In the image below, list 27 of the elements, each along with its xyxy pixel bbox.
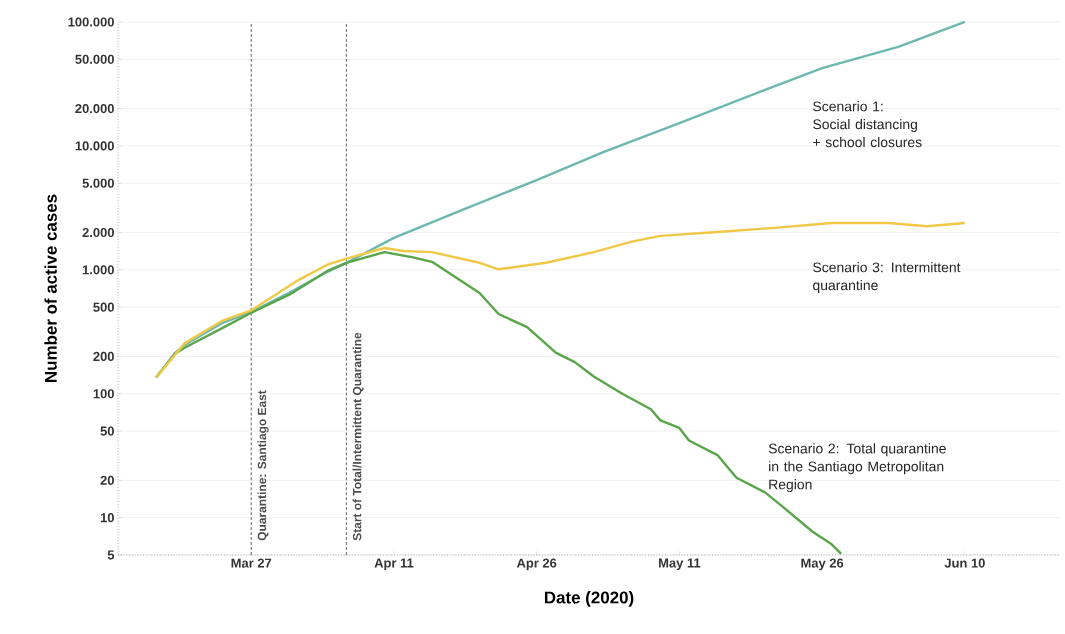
- x-tick-label: Jun 10: [944, 558, 985, 568]
- x-tick-label: May 11: [659, 558, 701, 571]
- y-tick-label: 5.000: [82, 178, 114, 188]
- y-tick-label: 200: [93, 351, 114, 362]
- x-tick-label: Apr 26: [516, 558, 557, 571]
- y-tick-label: 500: [93, 302, 114, 312]
- y-tick-label: 50.000: [75, 54, 114, 64]
- y-tick-label: 100: [93, 389, 114, 399]
- ref-line-label: Quarantine: Santiago East: [257, 390, 269, 541]
- x-axis-title: Date (2020): [544, 591, 634, 607]
- y-tick-label: 50: [100, 426, 114, 436]
- y-tick-label: 20.000: [75, 104, 114, 114]
- text: Scenario 3: Intermittent quarantine: [813, 262, 961, 293]
- y-axis-title: Number of active cases: [44, 194, 57, 382]
- y-tick-label: 20: [100, 475, 114, 485]
- series-label: Scenario 1: Social distancing + school closures: [813, 101, 922, 148]
- y-tick-label: 100.000: [68, 17, 114, 27]
- y-tick-label: 5: [107, 550, 115, 560]
- y-tick-label: 10: [100, 513, 114, 523]
- x-tick-label: May 26: [801, 558, 844, 571]
- x-tick-label: Apr 11: [374, 558, 414, 571]
- y-tick-label: 10.000: [75, 141, 114, 151]
- y-tick-label: 2.000: [82, 227, 114, 238]
- ref-line-label: Start of Total/Intermittent Quarantine: [352, 332, 364, 541]
- series-label: Scenario 2: Total quarantine in the Santiago Metropolitan Region: [768, 443, 946, 493]
- y-tick-label: 1.000: [82, 265, 114, 275]
- x-tick-label: Mar 27: [231, 558, 272, 568]
